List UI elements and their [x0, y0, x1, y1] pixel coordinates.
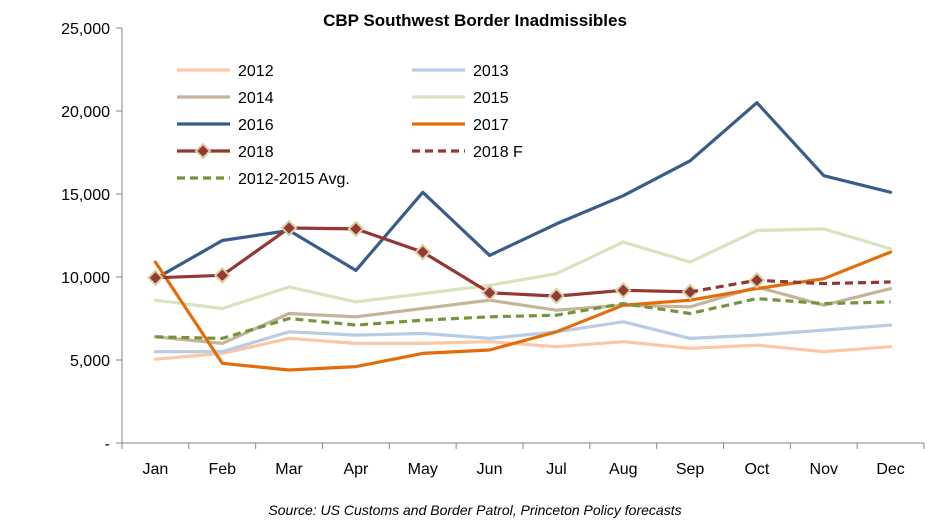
series-2017	[153, 250, 893, 372]
legend-item-2012: 2012	[177, 63, 274, 80]
data-point-2018	[147, 269, 164, 287]
series-2013	[153, 320, 893, 354]
data-point-2018	[548, 287, 565, 305]
legend-label: 2018	[238, 144, 274, 161]
series-line-2013	[153, 320, 893, 354]
x-tick-label: Jun	[477, 461, 503, 478]
legend-item-2017: 2017	[412, 117, 509, 134]
series-2015	[153, 227, 893, 311]
series-2018	[147, 219, 699, 305]
legend: 2012 2013 2014 2015 2016 2017 2018 2018 F 2012-2…	[177, 63, 523, 188]
series-2014	[153, 285, 893, 345]
series-line-2017	[153, 250, 893, 372]
legend-label: 2016	[238, 117, 274, 134]
legend-item-2018-f: 2018 F	[412, 144, 523, 161]
y-tick-label: 10,000	[61, 270, 110, 287]
y-tick-label: 5,000	[70, 353, 110, 370]
y-tick-label: 25,000	[61, 21, 110, 38]
x-tick-label: Dec	[876, 461, 904, 478]
chart-title: CBP Southwest Border Inadmissibles	[323, 11, 627, 30]
x-tick-label: Aug	[609, 461, 637, 478]
series-line-2016	[153, 101, 893, 281]
legend-label: 2017	[473, 117, 509, 134]
series-2016	[153, 101, 893, 281]
legend-label: 2012-2015 Avg.	[238, 171, 350, 188]
legend-label: 2012	[238, 63, 274, 80]
y-axis: - 5,000 10,000 15,000 20,000 25,000	[61, 21, 123, 453]
legend-item-2018: 2018	[177, 142, 274, 161]
legend-marker	[194, 142, 212, 160]
y-tick-label: 15,000	[61, 187, 110, 204]
series-line-2012-2015-avg	[155, 297, 891, 340]
series-line-2014	[153, 285, 893, 345]
x-tick-label: Sep	[676, 461, 705, 478]
data-point-2018	[414, 243, 432, 261]
chart-source: Source: US Customs and Border Patrol, Pr…	[268, 502, 681, 518]
series-line-2012	[153, 336, 893, 361]
data-point-2018	[481, 284, 498, 302]
data-point-2018	[614, 281, 632, 299]
data-point-2018	[347, 220, 365, 238]
x-tick-label: Feb	[208, 461, 236, 478]
legend-item-2015: 2015	[412, 90, 509, 107]
x-tick-label: Mar	[275, 461, 303, 478]
legend-label: 2013	[473, 63, 509, 80]
legend-label: 2015	[473, 90, 509, 107]
legend-item-2016: 2016	[177, 117, 274, 134]
x-tick-label: Jul	[546, 461, 566, 478]
data-point-2018	[280, 219, 298, 237]
series-line-2018-f	[689, 278, 891, 294]
legend-item-2014: 2014	[177, 90, 274, 107]
y-tick-label: -	[105, 436, 110, 453]
x-tick-label: Jan	[143, 461, 169, 478]
series-line-2015	[153, 227, 893, 311]
legend-item-2012-2015-avg: 2012-2015 Avg.	[177, 171, 350, 188]
legend-label: 2014	[238, 90, 274, 107]
series-2018-f	[689, 278, 891, 294]
legend-label: 2018 F	[473, 144, 523, 161]
x-axis: Jan Feb Mar Apr May Jun Jul Aug Sep Oct Nov Dec	[121, 442, 925, 478]
x-tick-label: Nov	[810, 461, 838, 478]
data-point-2018	[213, 266, 231, 284]
data-point-2018-f	[748, 271, 766, 289]
x-tick-label: Oct	[744, 461, 769, 478]
series-layer	[147, 101, 893, 372]
x-tick-label: Apr	[343, 461, 369, 478]
series-2012-2015-avg	[155, 297, 891, 340]
y-tick-label: 20,000	[61, 104, 110, 121]
x-tick-label: May	[408, 461, 438, 478]
legend-item-2013: 2013	[412, 63, 509, 80]
series-2012	[153, 336, 893, 361]
